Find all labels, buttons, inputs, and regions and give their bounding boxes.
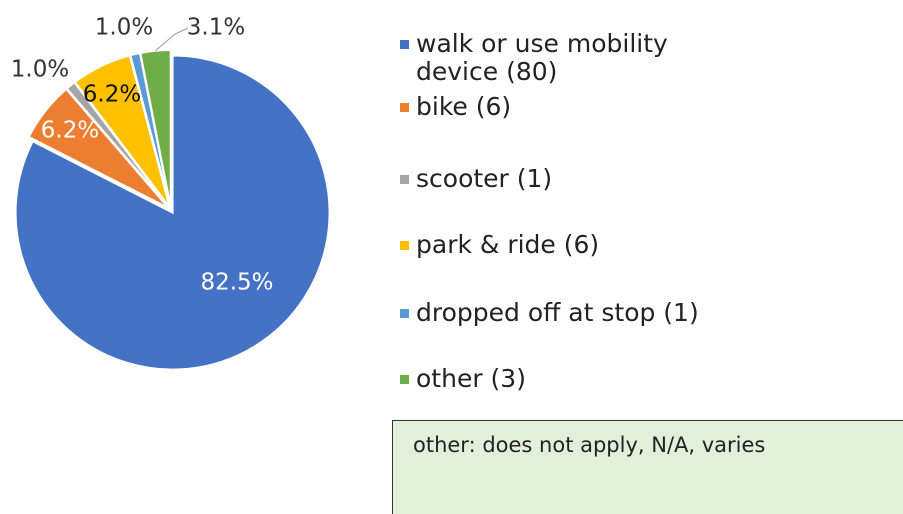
legend-item: other (3)	[400, 365, 700, 393]
legend-label: dropped off at stop (1)	[416, 298, 699, 327]
pie-slice	[139, 49, 172, 208]
legend-swatch	[400, 103, 409, 112]
legend-label: bike (6)	[416, 92, 512, 121]
legend-item: park & ride (6)	[400, 231, 700, 259]
legend-swatch	[400, 375, 409, 384]
data-label: 1.0%	[11, 57, 69, 83]
legend-item: scooter (1)	[400, 165, 700, 193]
legend-swatch	[400, 241, 409, 250]
legend-label: park & ride (6)	[416, 230, 600, 259]
pie-slice	[14, 54, 331, 371]
data-label: 6.2%	[41, 118, 99, 144]
leader-line	[155, 27, 189, 52]
data-label: 3.1%	[187, 15, 245, 41]
legend-item: walk or use mobility device (80)	[400, 30, 700, 86]
legend-label: scooter (1)	[416, 164, 553, 193]
legend-swatch	[400, 175, 409, 184]
legend-label: walk or use mobility device (80)	[416, 29, 668, 86]
legend-swatch	[400, 40, 409, 49]
data-label: 82.5%	[200, 270, 273, 296]
note-box: other: does not apply, N/A, varies	[392, 420, 903, 514]
data-label: 6.2%	[83, 82, 141, 108]
legend-swatch	[400, 309, 409, 318]
legend-label: other (3)	[416, 364, 526, 393]
legend-item: dropped off at stop (1)	[400, 299, 700, 327]
legend-item: bike (6)	[400, 93, 700, 121]
data-label: 1.0%	[95, 15, 153, 41]
